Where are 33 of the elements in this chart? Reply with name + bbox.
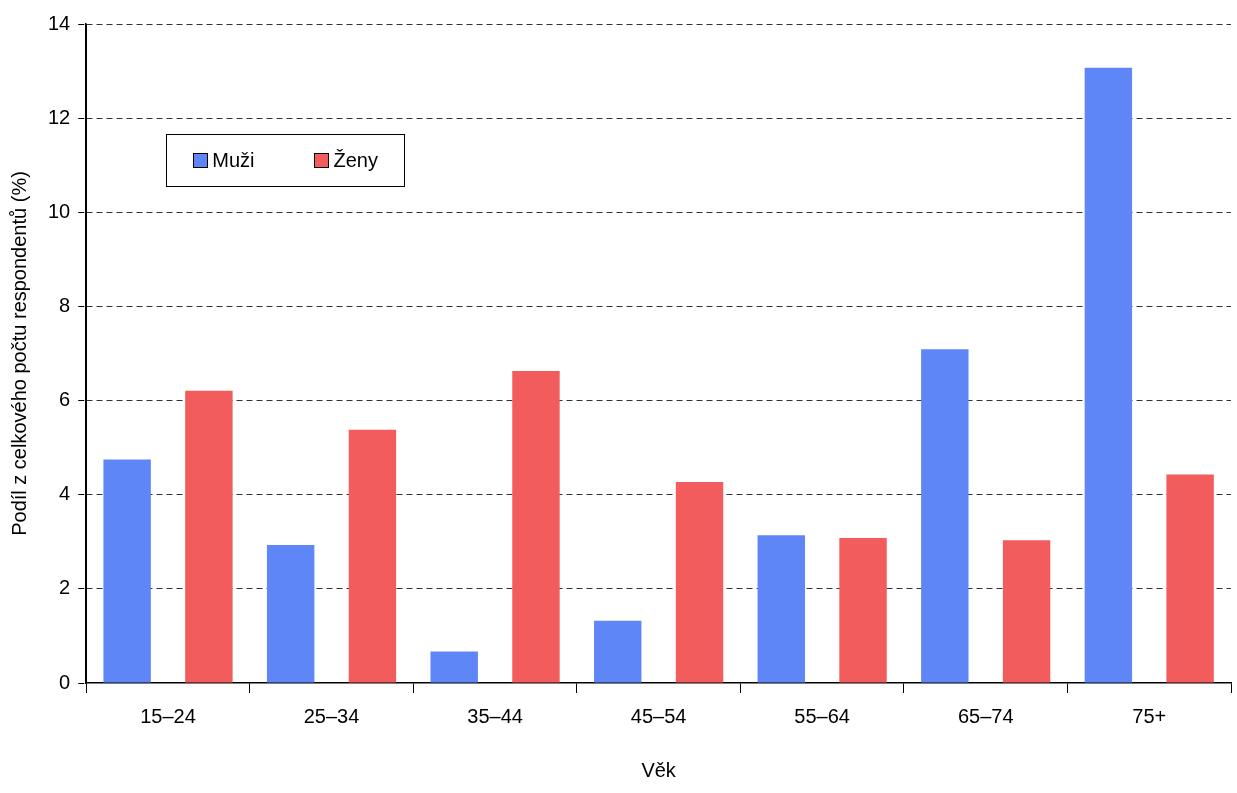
bar	[512, 370, 560, 683]
x-tick-label: 75+	[1132, 704, 1167, 727]
legend-label: Muži	[212, 149, 255, 172]
x-axis-title: Věk	[641, 758, 677, 781]
bar	[266, 545, 315, 683]
bar	[185, 390, 233, 683]
y-tick-label: 10	[48, 199, 71, 222]
x-tick-label: 45–54	[630, 704, 687, 727]
x-tick-label: 15–24	[140, 704, 196, 727]
bar	[1166, 474, 1214, 683]
bar	[757, 535, 805, 683]
x-tick-label: 35–44	[467, 704, 523, 727]
y-tick-label: 4	[59, 482, 71, 505]
y-tick-label: 6	[59, 388, 71, 411]
y-tick-label: 8	[59, 293, 71, 316]
bar	[594, 620, 642, 683]
bar	[921, 349, 969, 683]
bar	[1084, 67, 1133, 683]
bar	[103, 459, 151, 683]
y-tick-label: 12	[48, 105, 71, 128]
x-tick-label: 55–64	[794, 704, 850, 727]
legend-label: Ženy	[333, 149, 378, 172]
bar	[348, 429, 397, 683]
bar	[839, 538, 887, 683]
bar	[1002, 540, 1051, 683]
y-tick-label: 0	[59, 670, 71, 693]
bar	[675, 482, 724, 683]
y-tick-label: 14	[48, 11, 71, 34]
y-tick-label: 2	[59, 576, 71, 599]
x-tick-label: 65–74	[957, 704, 1014, 727]
bar	[430, 651, 478, 683]
y-axis-title: Podíl z celkového počtu respondentů (%)	[7, 171, 30, 536]
x-tick-label: 25–34	[303, 704, 360, 727]
